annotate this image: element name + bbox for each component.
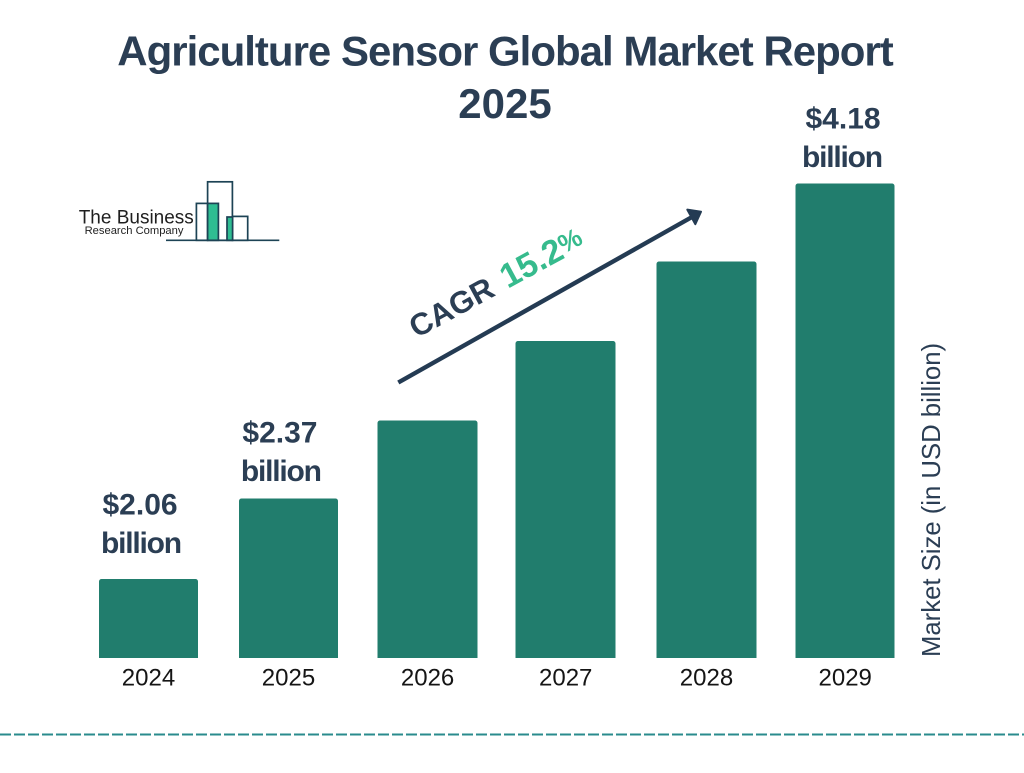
svg-text:Agriculture Sensor Global Mark: Agriculture Sensor Global Market Report <box>117 28 894 75</box>
svg-text:2027: 2027 <box>539 665 592 692</box>
svg-text:2026: 2026 <box>401 665 454 692</box>
svg-text:2025: 2025 <box>262 665 315 692</box>
svg-text:billion: billion <box>241 455 321 488</box>
svg-text:2024: 2024 <box>122 665 175 692</box>
svg-text:$2.06: $2.06 <box>103 489 178 522</box>
svg-text:Market Size (in USD billion): Market Size (in USD billion) <box>918 343 946 657</box>
svg-text:billion: billion <box>802 141 882 174</box>
svg-text:$2.37: $2.37 <box>242 417 317 450</box>
svg-text:Research Company: Research Company <box>85 225 184 237</box>
svg-text:2025: 2025 <box>458 80 551 127</box>
svg-text:The Business: The Business <box>79 207 194 228</box>
svg-text:2028: 2028 <box>680 665 733 692</box>
svg-text:billion: billion <box>101 527 181 560</box>
svg-text:2029: 2029 <box>819 665 872 692</box>
svg-text:$4.18: $4.18 <box>806 103 881 136</box>
